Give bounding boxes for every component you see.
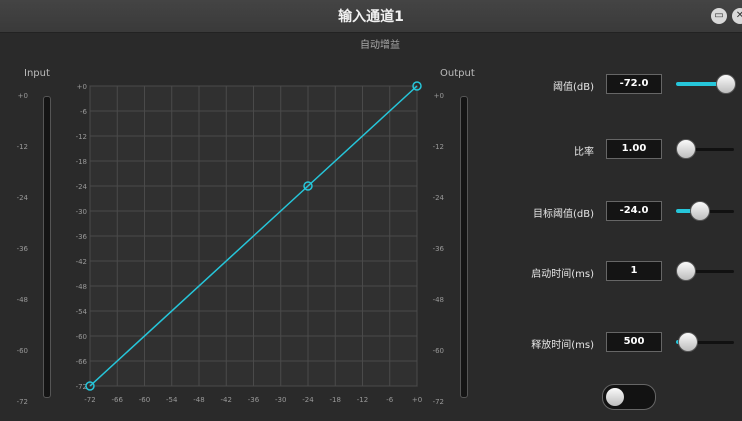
y-tick-label: -66 bbox=[76, 358, 88, 366]
output-meter bbox=[460, 96, 468, 398]
output-scale-tick: -24 bbox=[432, 194, 444, 202]
x-tick-label: -42 bbox=[221, 396, 232, 404]
x-tick-label: -6 bbox=[386, 396, 394, 404]
close-icon[interactable]: ✕ bbox=[732, 8, 742, 24]
input-scale-tick: -24 bbox=[16, 194, 28, 202]
y-tick-label: -30 bbox=[76, 208, 87, 216]
slider-knob[interactable] bbox=[678, 332, 698, 352]
subtitle: 自动增益 bbox=[360, 40, 400, 51]
param-slider[interactable] bbox=[676, 332, 734, 352]
slider-knob[interactable] bbox=[676, 261, 696, 281]
input-label: Input bbox=[24, 68, 50, 79]
window-title: 输入通道1 bbox=[338, 9, 404, 25]
param-label: 启动时间(ms) bbox=[531, 269, 594, 280]
curve-control-point[interactable] bbox=[85, 381, 95, 391]
param-slider[interactable] bbox=[676, 74, 736, 94]
x-tick-label: -66 bbox=[112, 396, 124, 404]
output-scale-tick: -72 bbox=[432, 398, 444, 406]
param-slider[interactable] bbox=[676, 261, 734, 281]
x-tick-label: -12 bbox=[357, 396, 368, 404]
slider-knob[interactable] bbox=[716, 74, 736, 94]
curve-control-point[interactable] bbox=[412, 81, 422, 91]
x-tick-label: +0 bbox=[412, 396, 422, 404]
y-tick-label: -48 bbox=[76, 283, 87, 291]
enable-toggle[interactable] bbox=[602, 384, 656, 410]
param-value-field[interactable]: -72.0 bbox=[606, 74, 662, 94]
title-bar: 输入通道1 ▭ ✕ bbox=[0, 0, 742, 33]
x-tick-label: -36 bbox=[248, 396, 260, 404]
param-label: 比率 bbox=[574, 147, 594, 158]
input-scale-tick: -72 bbox=[16, 398, 28, 406]
slider-fill bbox=[676, 209, 694, 213]
slider-fill bbox=[676, 82, 720, 86]
transfer-chart: -72 +0 -66 -6 -60 -12 -54 -18 -48 -24 -42 -30 -36 -36… bbox=[76, 81, 422, 404]
y-tick-label: +0 bbox=[77, 83, 87, 91]
x-tick-label: -24 bbox=[302, 396, 314, 404]
transfer-curve bbox=[89, 85, 418, 387]
y-tick-label: -6 bbox=[80, 108, 88, 116]
y-tick-label: -18 bbox=[76, 158, 87, 166]
param-slider[interactable] bbox=[676, 139, 734, 159]
input-scale-tick: -36 bbox=[16, 245, 28, 253]
x-tick-label: -72 bbox=[84, 396, 95, 404]
toggle-knob bbox=[606, 388, 624, 406]
input-scale-tick: -12 bbox=[16, 143, 28, 151]
param-label: 阈值(dB) bbox=[552, 82, 594, 93]
param-value-field[interactable]: -24.0 bbox=[606, 201, 662, 221]
slider-knob[interactable] bbox=[676, 139, 696, 159]
param-label: 释放时间(ms) bbox=[531, 340, 594, 351]
x-tick-label: -30 bbox=[275, 396, 286, 404]
input-scale-tick: -60 bbox=[16, 347, 28, 355]
x-tick-label: -60 bbox=[139, 396, 150, 404]
output-scale-tick: -36 bbox=[432, 245, 444, 253]
param-value-field[interactable]: 1.00 bbox=[606, 139, 662, 159]
output-scale-tick: +0 bbox=[433, 92, 444, 100]
slider-track bbox=[676, 148, 734, 151]
output-scale-tick: -12 bbox=[432, 143, 444, 151]
y-tick-label: -12 bbox=[76, 133, 87, 141]
x-tick-label: -54 bbox=[166, 396, 178, 404]
slider-track bbox=[676, 341, 734, 344]
output-scale-tick: -60 bbox=[432, 347, 444, 355]
y-tick-label: -24 bbox=[76, 183, 88, 191]
output-label: Output bbox=[440, 68, 475, 79]
curve-control-point[interactable] bbox=[303, 181, 313, 191]
input-scale-tick: -48 bbox=[16, 296, 28, 304]
y-tick-label: -36 bbox=[76, 233, 88, 241]
y-tick-label: -54 bbox=[76, 308, 88, 316]
x-tick-label: -48 bbox=[193, 396, 204, 404]
param-slider[interactable] bbox=[676, 201, 734, 221]
y-tick-label: -60 bbox=[76, 333, 87, 341]
slider-knob[interactable] bbox=[690, 201, 710, 221]
y-tick-label: -42 bbox=[76, 258, 87, 266]
output-scale-tick: -48 bbox=[432, 296, 444, 304]
input-meter bbox=[43, 96, 51, 398]
param-label: 目标阈值(dB) bbox=[532, 209, 594, 220]
x-tick-label: -18 bbox=[330, 396, 341, 404]
input-scale-tick: +0 bbox=[17, 92, 28, 100]
param-value-field[interactable]: 1 bbox=[606, 261, 662, 281]
minimize-icon[interactable]: ▭ bbox=[711, 8, 727, 24]
y-tick-label: -72 bbox=[76, 383, 87, 391]
slider-track bbox=[676, 270, 734, 273]
param-value-field[interactable]: 500 bbox=[606, 332, 662, 352]
